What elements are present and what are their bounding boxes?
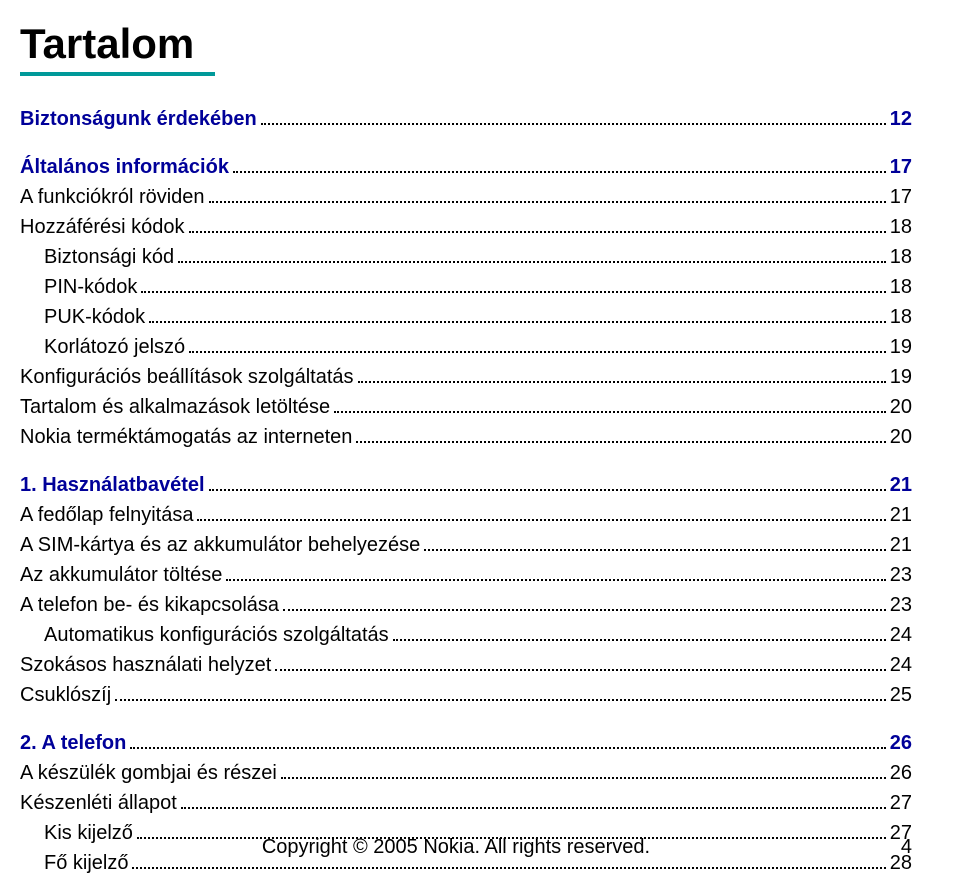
toc-entry[interactable]: Konfigurációs beállítások szolgáltatás 1… xyxy=(20,362,912,392)
toc-leader-dots xyxy=(209,187,886,203)
toc-entry-page: 18 xyxy=(890,272,912,302)
toc-leader-dots xyxy=(261,109,886,125)
toc-leader-dots xyxy=(130,733,885,749)
toc-entry[interactable]: Automatikus konfigurációs szolgáltatás 2… xyxy=(20,620,912,650)
toc-entry[interactable]: Készenléti állapot 27 xyxy=(20,788,912,818)
copyright-text: Copyright © 2005 Nokia. All rights reser… xyxy=(262,836,650,859)
table-of-contents: Biztonságunk érdekében 12 Általános infor… xyxy=(20,104,912,878)
toc-leader-dots xyxy=(334,397,886,413)
toc-entry[interactable]: Nokia terméktámogatás az interneten 20 xyxy=(20,422,912,452)
toc-entry[interactable]: PIN-kódok 18 xyxy=(20,272,912,302)
toc-leader-dots xyxy=(115,685,886,701)
toc-entry-page: 17 xyxy=(890,152,912,182)
toc-leader-dots xyxy=(178,247,886,263)
footer: Copyright © 2005 Nokia. All rights reser… xyxy=(0,836,912,859)
toc-leader-dots xyxy=(189,217,886,233)
toc-leader-dots xyxy=(275,655,886,671)
toc-entry-page: 26 xyxy=(890,758,912,788)
toc-entry-label: A készülék gombjai és részei xyxy=(20,758,277,788)
title-underline xyxy=(20,72,215,76)
toc-entry-page: 20 xyxy=(890,392,912,422)
toc-entry[interactable]: PUK-kódok 18 xyxy=(20,302,912,332)
toc-leader-dots xyxy=(209,475,886,491)
toc-entry-page: 23 xyxy=(890,590,912,620)
toc-leader-dots xyxy=(189,337,886,353)
toc-leader-dots xyxy=(233,157,886,173)
toc-leader-dots xyxy=(197,505,885,521)
page-title: Tartalom xyxy=(20,20,912,68)
toc-entry[interactable]: A készülék gombjai és részei 26 xyxy=(20,758,912,788)
toc-entry[interactable]: A SIM-kártya és az akkumulátor behelyezé… xyxy=(20,530,912,560)
toc-entry-label: A SIM-kártya és az akkumulátor behelyezé… xyxy=(20,530,420,560)
toc-entry-label: Általános információk xyxy=(20,152,229,182)
toc-leader-dots xyxy=(141,277,885,293)
toc-entry-label: Korlátozó jelszó xyxy=(44,332,185,362)
toc-leader-dots xyxy=(149,307,886,323)
toc-leader-dots xyxy=(181,793,886,809)
toc-entry[interactable]: Szokásos használati helyzet 24 xyxy=(20,650,912,680)
toc-leader-dots xyxy=(356,427,885,443)
toc-entry-page: 23 xyxy=(890,560,912,590)
toc-leader-dots xyxy=(393,625,886,641)
toc-entry-page: 19 xyxy=(890,362,912,392)
toc-entry-label: PIN-kódok xyxy=(44,272,137,302)
toc-entry-page: 27 xyxy=(890,788,912,818)
toc-entry[interactable]: 1. Használatbavétel 21 xyxy=(20,470,912,500)
toc-entry-page: 18 xyxy=(890,212,912,242)
section-gap xyxy=(20,134,912,152)
toc-entry[interactable]: 2. A telefon 26 xyxy=(20,728,912,758)
toc-entry[interactable]: Az akkumulátor töltése 23 xyxy=(20,560,912,590)
toc-entry-label: Szokásos használati helyzet xyxy=(20,650,271,680)
toc-entry-page: 21 xyxy=(890,530,912,560)
toc-entry-page: 19 xyxy=(890,332,912,362)
toc-entry-page: 24 xyxy=(890,650,912,680)
toc-entry-label: A telefon be- és kikapcsolása xyxy=(20,590,279,620)
toc-entry-label: Konfigurációs beállítások szolgáltatás xyxy=(20,362,354,392)
toc-leader-dots xyxy=(226,565,885,581)
toc-entry-page: 24 xyxy=(890,620,912,650)
toc-entry[interactable]: Korlátozó jelszó 19 xyxy=(20,332,912,362)
toc-entry-label: Automatikus konfigurációs szolgáltatás xyxy=(44,620,389,650)
toc-entry-page: 18 xyxy=(890,302,912,332)
toc-entry[interactable]: Hozzáférési kódok 18 xyxy=(20,212,912,242)
toc-entry-page: 20 xyxy=(890,422,912,452)
toc-entry[interactable]: Biztonsági kód 18 xyxy=(20,242,912,272)
toc-entry-page: 21 xyxy=(890,470,912,500)
toc-entry[interactable]: Általános információk 17 xyxy=(20,152,912,182)
toc-leader-dots xyxy=(424,535,886,551)
toc-entry-label: 1. Használatbavétel xyxy=(20,470,205,500)
toc-leader-dots xyxy=(281,763,886,779)
toc-entry-label: A funkciókról röviden xyxy=(20,182,205,212)
toc-entry[interactable]: A telefon be- és kikapcsolása 23 xyxy=(20,590,912,620)
toc-entry-label: Biztonságunk érdekében xyxy=(20,104,257,134)
toc-entry-label: Készenléti állapot xyxy=(20,788,177,818)
section-gap xyxy=(20,710,912,728)
toc-entry-label: Biztonsági kód xyxy=(44,242,174,272)
toc-entry-label: PUK-kódok xyxy=(44,302,145,332)
toc-entry-label: Csuklószíj xyxy=(20,680,111,710)
toc-entry[interactable]: Csuklószíj 25 xyxy=(20,680,912,710)
toc-entry-label: Nokia terméktámogatás az interneten xyxy=(20,422,352,452)
toc-leader-dots xyxy=(358,367,886,383)
toc-entry-page: 26 xyxy=(890,728,912,758)
section-gap xyxy=(20,452,912,470)
toc-entry-page: 21 xyxy=(890,500,912,530)
toc-entry[interactable]: A funkciókról röviden 17 xyxy=(20,182,912,212)
toc-entry-page: 17 xyxy=(890,182,912,212)
toc-entry-label: Hozzáférési kódok xyxy=(20,212,185,242)
toc-entry[interactable]: Biztonságunk érdekében 12 xyxy=(20,104,912,134)
toc-entry-page: 18 xyxy=(890,242,912,272)
toc-entry-label: Az akkumulátor töltése xyxy=(20,560,222,590)
toc-entry-page: 12 xyxy=(890,104,912,134)
toc-entry[interactable]: A fedőlap felnyitása 21 xyxy=(20,500,912,530)
toc-entry-label: Tartalom és alkalmazások letöltése xyxy=(20,392,330,422)
toc-leader-dots xyxy=(283,595,886,611)
footer-page-number: 4 xyxy=(901,836,912,859)
toc-entry-label: 2. A telefon xyxy=(20,728,126,758)
toc-entry-label: A fedőlap felnyitása xyxy=(20,500,193,530)
toc-entry[interactable]: Tartalom és alkalmazások letöltése 20 xyxy=(20,392,912,422)
toc-entry-page: 25 xyxy=(890,680,912,710)
